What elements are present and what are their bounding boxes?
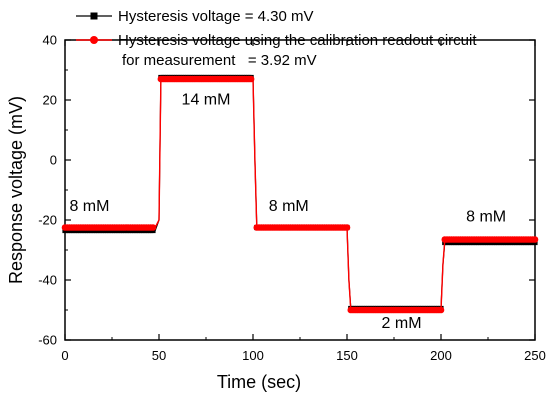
- annotation-label: 8 mM: [269, 198, 309, 215]
- legend-label: Hysteresis voltage = 4.30 mV: [118, 8, 314, 25]
- data-point: [531, 236, 539, 243]
- legend-marker-circle: [90, 36, 98, 44]
- y-tick-label: 20: [43, 93, 57, 108]
- x-tick-label: 150: [336, 348, 358, 363]
- plot-frame: [64, 39, 536, 341]
- series-line: [65, 78, 535, 311]
- legend-label-line2: for measurement = 3.92 mV: [122, 52, 317, 69]
- annotation-label: 8 mM: [466, 209, 506, 226]
- annotation-label: 8 mM: [69, 198, 109, 215]
- series-layer: [61, 74, 539, 314]
- data-point: [149, 224, 157, 231]
- data-point: [247, 75, 255, 83]
- y-tick-label: 40: [43, 33, 57, 48]
- legend: Hysteresis voltage = 4.30 mV Hysteresis v…: [76, 8, 477, 69]
- x-tick-label: 0: [61, 348, 68, 363]
- x-tick-label: 50: [152, 348, 166, 363]
- legend-marker-square: [90, 12, 98, 20]
- y-tick-label: -60: [38, 333, 57, 348]
- y-axis-label: Response voltage (mV): [6, 96, 26, 284]
- x-axis-label: Time (sec): [217, 372, 301, 392]
- legend-label: Hysteresis voltage using the calibration…: [118, 32, 477, 49]
- annotations-layer: 8 mM 14 mM 8 mM 2 mM 8 mM: [69, 92, 506, 333]
- x-tick-label: 250: [524, 348, 546, 363]
- annotation-label: 14 mM: [182, 92, 231, 109]
- series-0: [62, 74, 538, 312]
- x-tick-label: 200: [430, 348, 452, 363]
- x-tick-label: 100: [242, 348, 264, 363]
- series-1: [61, 75, 539, 314]
- series-line: [65, 76, 535, 310]
- y-tick-label: -40: [38, 273, 57, 288]
- data-point: [437, 306, 445, 314]
- y-tick-label: -20: [38, 213, 57, 228]
- y-tick-label: 0: [50, 153, 57, 168]
- plot-axes: 0 50 100 150 200 250 -60 -40 -20 0 20 40: [38, 33, 546, 364]
- annotation-label: 2 mM: [382, 315, 422, 332]
- data-point: [343, 224, 351, 231]
